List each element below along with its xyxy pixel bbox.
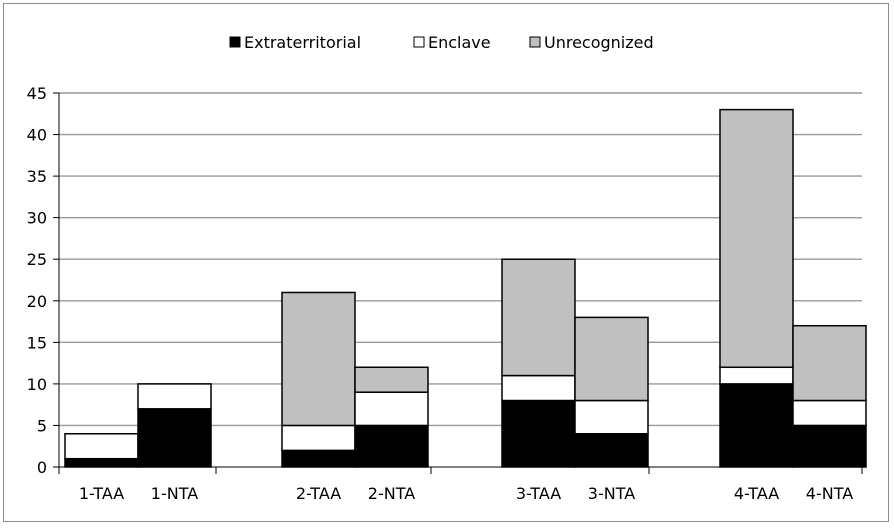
y-tick-label: 10 bbox=[27, 375, 47, 394]
bar-segment-enclave bbox=[64, 433, 139, 460]
bar-segment-enclave bbox=[792, 399, 867, 427]
bar-segment-enclave bbox=[281, 424, 356, 452]
bar-segment-enclave bbox=[501, 374, 576, 402]
bar-segment-extraterritorial bbox=[354, 424, 429, 468]
bar-segment-extraterritorial bbox=[281, 449, 356, 468]
legend-swatch-unrecognized bbox=[529, 36, 541, 48]
x-tick-label: 4-NTA bbox=[806, 484, 853, 503]
bar-segment-unrecognized bbox=[719, 108, 794, 369]
y-tick-label: 45 bbox=[27, 84, 47, 103]
legend-label-unrecognized: Unrecognized bbox=[544, 33, 654, 52]
legend-swatch-enclave bbox=[413, 36, 425, 48]
x-tick-label: 3-NTA bbox=[588, 484, 635, 503]
legend-label-enclave: Enclave bbox=[428, 33, 491, 52]
bar-segment-enclave bbox=[574, 399, 649, 435]
bar-segment-extraterritorial bbox=[574, 433, 649, 468]
legend-label-extraterritorial: Extraterritorial bbox=[244, 33, 361, 52]
x-tick-label: 4-TAA bbox=[734, 484, 779, 503]
bar-segment-extraterritorial bbox=[792, 424, 867, 468]
y-tick-label: 40 bbox=[27, 126, 47, 145]
y-tick-label: 20 bbox=[27, 292, 47, 311]
y-tick-label: 15 bbox=[27, 333, 47, 352]
legend: Extraterritorial Enclave Unrecognized bbox=[229, 33, 654, 52]
y-tick-label: 25 bbox=[27, 250, 47, 269]
bar-segment-extraterritorial bbox=[719, 383, 794, 468]
x-tick-label: 3-TAA bbox=[516, 484, 561, 503]
bars bbox=[64, 108, 867, 468]
chart-frame: 0 5 10 15 20 25 30 35 40 45 1-TAA 1-NTA 2-TAA 2-NTA 3… bbox=[3, 3, 889, 522]
bar-segment-enclave bbox=[719, 366, 794, 385]
legend-swatch-extraterritorial bbox=[229, 36, 241, 48]
y-tick-labels: 0 5 10 15 20 25 30 35 40 45 bbox=[27, 84, 47, 477]
x-tick-label: 2-NTA bbox=[368, 484, 415, 503]
bar-segment-unrecognized bbox=[792, 324, 867, 402]
bar-segment-unrecognized bbox=[281, 291, 356, 427]
stacked-bar-chart: 0 5 10 15 20 25 30 35 40 45 1-TAA 1-NTA 2-TAA 2-NTA 3… bbox=[27, 33, 867, 503]
bar-segment-enclave bbox=[354, 391, 429, 427]
y-tick-label: 30 bbox=[27, 209, 47, 228]
y-tick-label: 35 bbox=[27, 167, 47, 186]
y-tick-label: 0 bbox=[37, 458, 47, 477]
bar-segment-unrecognized bbox=[501, 258, 576, 377]
bar-segment-extraterritorial bbox=[137, 408, 212, 468]
bar-segment-extraterritorial bbox=[64, 457, 139, 468]
x-tick-labels: 1-TAA 1-NTA 2-TAA 2-NTA 3-TAA 3-NTA 4-TAA 4-NTA bbox=[79, 484, 853, 503]
bar-segment-enclave bbox=[137, 383, 212, 410]
bar-segment-extraterritorial bbox=[501, 399, 576, 468]
x-tick-label: 1-NTA bbox=[151, 484, 198, 503]
y-tick-label: 5 bbox=[37, 416, 47, 435]
axes bbox=[53, 92, 863, 474]
x-tick-label: 1-TAA bbox=[79, 484, 124, 503]
bar-segment-unrecognized bbox=[574, 316, 649, 402]
x-tick-label: 2-TAA bbox=[296, 484, 341, 503]
bar-segment-unrecognized bbox=[354, 366, 429, 393]
